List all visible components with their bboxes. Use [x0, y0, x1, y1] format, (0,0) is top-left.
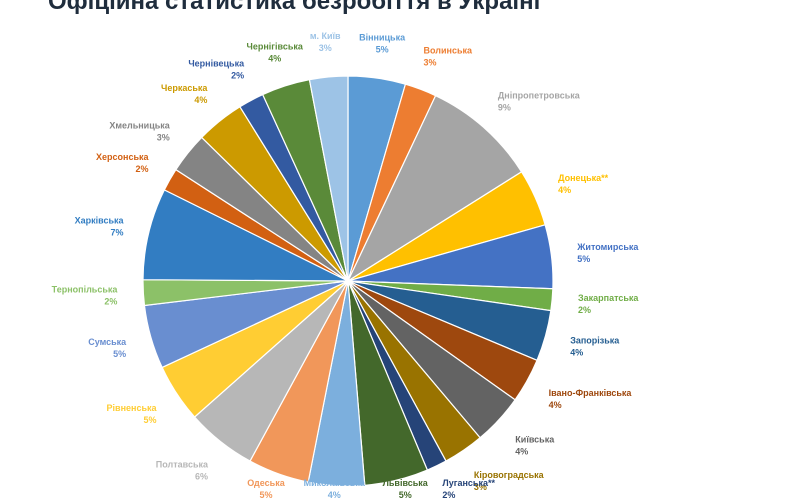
slice-label: Київська: [515, 434, 555, 444]
slice-label: Херсонська: [96, 152, 149, 162]
slice-value-label: 2%: [135, 164, 148, 174]
slice-label: Львівська: [383, 478, 429, 488]
slice-label: Донецька**: [558, 173, 609, 183]
slice-value-label: 4%: [570, 348, 583, 358]
slice-value-label: 3%: [157, 132, 170, 142]
slice-value-label: 4%: [549, 400, 562, 410]
pie-slice: [308, 75, 349, 282]
page-title: Офіційна статистика безробіття в Україні: [48, 0, 541, 15]
slice-label: Харківська: [75, 215, 125, 225]
slice-value-label: 3%: [474, 482, 487, 492]
slice-label: м. Київ: [310, 31, 341, 41]
slice-value-label: 2%: [578, 305, 591, 315]
slice-label: Луганська**: [442, 478, 495, 488]
slice-label: Чернівецька: [188, 59, 245, 69]
slice-label: Сумська: [88, 337, 127, 347]
slice-value-label: 3%: [319, 43, 332, 53]
slice-value-label: 5%: [143, 415, 156, 425]
slice-label: Миколаївська: [304, 478, 366, 488]
slice-label: Дніпропетровська: [498, 91, 581, 101]
slice-value-label: 4%: [328, 490, 341, 500]
slice-value-label: 2%: [104, 297, 117, 307]
slice-label: Черкаська: [161, 83, 208, 93]
slice-value-label: 5%: [376, 44, 389, 54]
slice-label: Тернопільська: [52, 285, 119, 295]
slice-value-label: 5%: [399, 490, 412, 500]
slice-label: Закарпатська: [578, 293, 639, 303]
slice-value-label: 2%: [231, 71, 244, 81]
pie-labels: Вінницька 5% Волинська 3% Дніпропетровська 9%…: [52, 31, 640, 500]
slice-label: Вінницька: [359, 32, 406, 42]
pie-slice: [346, 94, 523, 283]
slice-label: Івано-Франківська: [549, 388, 633, 398]
slice-value-label: 5%: [113, 349, 126, 359]
slice-value-label: 4%: [558, 185, 571, 195]
slice-label: Рівненська: [107, 403, 158, 413]
slice-label: Одеська: [247, 478, 285, 488]
slice-value-label: 4%: [194, 95, 207, 105]
slice-value-label: 7%: [110, 227, 123, 237]
slice-label: Чернігівська: [247, 41, 304, 51]
slice-value-label: 4%: [268, 53, 281, 63]
slice-value-label: 6%: [195, 472, 208, 482]
slice-label: Хмельницька: [109, 120, 170, 130]
slice-label: Волинська: [424, 46, 474, 56]
slice-value-label: 3%: [424, 58, 437, 68]
slice-value-label: 9%: [498, 103, 511, 113]
slice-label: Запорізька: [570, 336, 620, 346]
slice-label: Полтавська: [156, 460, 209, 470]
slice-value-label: 5%: [259, 490, 272, 500]
pie-slices: [142, 75, 554, 487]
slice-value-label: 4%: [515, 446, 528, 456]
slice-label: Житомирська: [576, 242, 639, 252]
slice-label: Кіровоградська: [474, 470, 545, 480]
slice-value-label: 2%: [442, 490, 455, 500]
slice-value-label: 5%: [577, 254, 590, 264]
